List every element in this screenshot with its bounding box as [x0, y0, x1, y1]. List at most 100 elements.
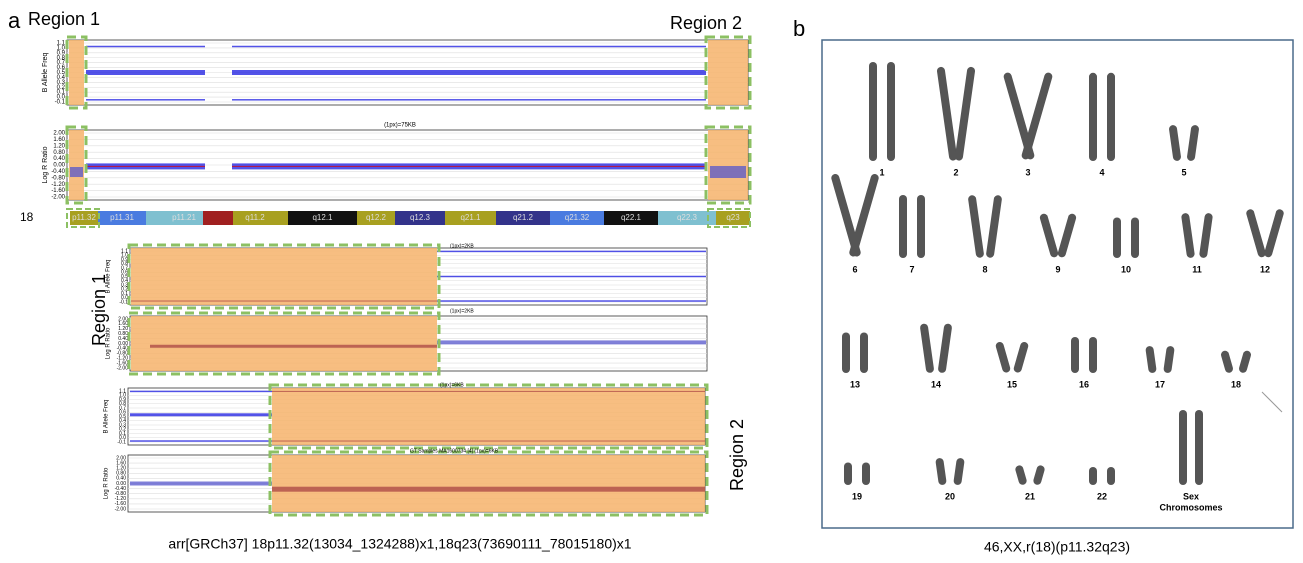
region-highlight [131, 248, 437, 305]
tick-label: 0.0 [119, 435, 126, 441]
tick-label: 0.7 [57, 60, 66, 66]
tick-label: 0.00 [118, 341, 128, 347]
panel-label: a [8, 8, 21, 33]
data-band [70, 167, 83, 177]
chromosome [1089, 467, 1097, 485]
scale-note: (1px)=2KB [450, 308, 474, 314]
chromosome [1039, 213, 1059, 258]
scale-note: (1px)=2KB [450, 243, 474, 249]
tick-label: 0.80 [116, 471, 126, 477]
chromosome [869, 62, 877, 161]
chromosome [862, 462, 870, 485]
tick-label: 0.4 [121, 278, 128, 284]
data-band [272, 390, 705, 392]
data-band [232, 165, 706, 167]
chromosome [1246, 209, 1266, 258]
tick-label: 1.60 [53, 137, 65, 143]
region-highlight [69, 40, 84, 105]
region-label: Region 2 [727, 419, 747, 491]
chromosome [887, 62, 895, 161]
caption: arr[GRCh37] 18p11.32(13034_1324288)x1,18… [168, 536, 631, 552]
data-band [86, 99, 205, 101]
chromosome [1015, 465, 1027, 485]
axis-label: B Allele Freq [106, 259, 112, 293]
tick-label: 1.20 [53, 143, 65, 149]
tick-label: -1.60 [51, 188, 65, 194]
band-label: q23 [726, 213, 740, 222]
tick-label: 2.00 [53, 131, 65, 137]
chromosome [917, 195, 925, 258]
chromosome-label: 20 [945, 491, 955, 501]
tick-label: 0.00 [116, 481, 126, 487]
chromosome-label: 10 [1121, 264, 1131, 274]
tick-label: 0.5 [121, 274, 128, 280]
chromosome [1057, 213, 1077, 258]
tick-label: 0.40 [118, 336, 128, 342]
chromosome [968, 195, 984, 258]
tick-label: 0.6 [57, 65, 66, 71]
chromosome [953, 458, 965, 485]
band-label: p11.32 [72, 213, 96, 222]
chromosome [954, 66, 976, 161]
chromosome [1264, 209, 1284, 258]
band-label: q22.3 [677, 213, 698, 222]
band-label: q12.1 [312, 213, 333, 222]
chromosome [1221, 350, 1233, 373]
band-label: q21.2 [513, 213, 534, 222]
region-box [66, 208, 100, 228]
tick-label: -1.60 [117, 360, 129, 366]
chromosome [1089, 337, 1097, 373]
chromosome-band [357, 211, 395, 225]
tick-label: 1.60 [116, 460, 126, 466]
axis-label: B Allele Freq [42, 53, 49, 93]
tick-label: 1.0 [119, 393, 126, 399]
region-box [65, 125, 88, 205]
tick-label: 0.40 [116, 476, 126, 482]
data-band [437, 250, 706, 253]
tick-label: 0.3 [119, 422, 126, 428]
tick-label: 0.4 [57, 75, 66, 81]
chromosome [936, 66, 958, 161]
chromosome-label: 1 [879, 167, 884, 177]
band-label: q12.2 [366, 213, 387, 222]
tick-label: -0.80 [51, 175, 65, 181]
region-box [127, 243, 441, 310]
tick-label: 0.1 [119, 431, 126, 437]
data-band [150, 344, 437, 348]
tick-label: 0.5 [119, 414, 126, 420]
axis-label: Log R Ratio [104, 467, 110, 499]
tick-label: 0.2 [119, 427, 126, 433]
data-band [86, 70, 205, 75]
tick-label: 1.1 [119, 388, 126, 394]
chromosome-label: 18 [20, 210, 34, 224]
chromosome-label: 8 [982, 264, 987, 274]
tick-label: 0.40 [53, 156, 65, 162]
data-band [130, 413, 272, 417]
chromosome-band [395, 211, 445, 225]
chromosome [995, 341, 1011, 373]
tick-label: 0.1 [121, 291, 128, 297]
tick-label: 0.2 [121, 287, 128, 293]
tick-label: 0.9 [119, 397, 126, 403]
axis-label: Log R Ratio [42, 146, 49, 183]
caption: 46,XX,r(18)(p11.32q23) [984, 539, 1130, 555]
data-band [86, 45, 205, 48]
tick-label: 0.6 [119, 410, 126, 416]
tick-label: 0.7 [119, 405, 126, 411]
tick-label: 0.7 [121, 265, 128, 271]
chromosome-label: 17 [1155, 379, 1165, 389]
chromosome-label: 22 [1097, 491, 1107, 501]
tick-label: 0.80 [118, 331, 128, 337]
region-box [704, 125, 752, 205]
region-label: Region 1 [28, 9, 100, 29]
tick-label: 1.60 [118, 321, 128, 327]
region-highlight [131, 316, 437, 371]
chromosome [986, 195, 1002, 258]
chromosome [1107, 72, 1115, 161]
region-highlight [708, 40, 748, 105]
tick-label: -2.00 [115, 506, 127, 512]
tick-label: 0.3 [57, 80, 66, 86]
band-label: p11.21 [172, 213, 196, 222]
region-highlight [272, 388, 705, 445]
